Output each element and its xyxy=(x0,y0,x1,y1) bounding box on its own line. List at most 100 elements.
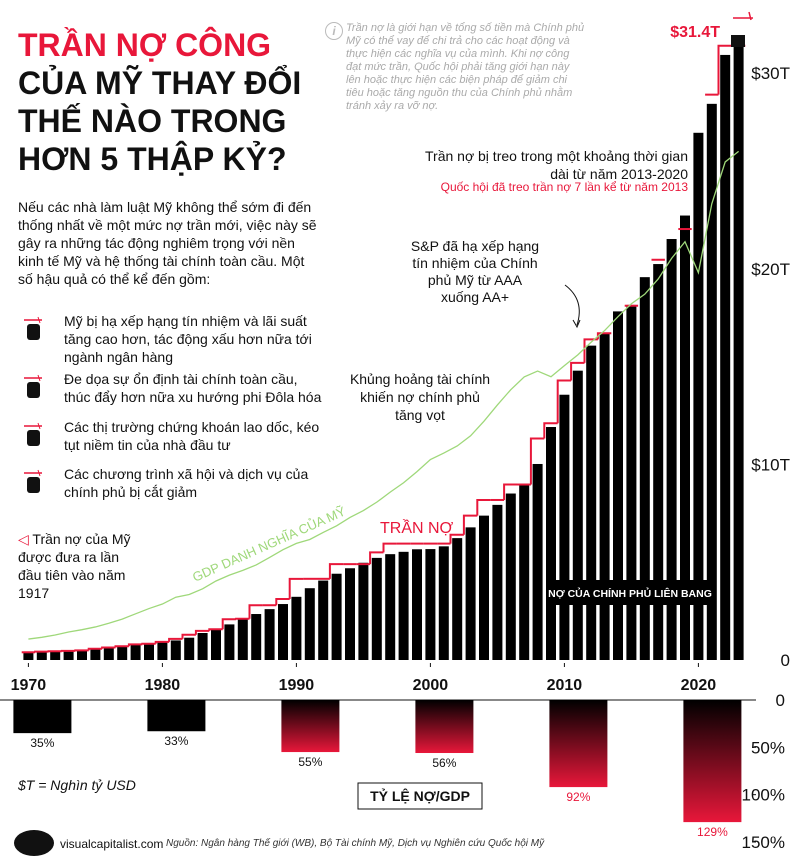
fist xyxy=(24,316,42,340)
ceiling-step xyxy=(556,379,572,424)
ceiling-step xyxy=(168,637,183,642)
debt-bar xyxy=(157,642,168,660)
info-icon: i xyxy=(325,22,343,40)
ceiling-step xyxy=(288,577,304,599)
debt-bar xyxy=(251,614,262,660)
ceiling-step xyxy=(275,597,290,606)
debt-bar xyxy=(170,640,181,660)
ceiling-step xyxy=(208,628,223,631)
ceiling-step xyxy=(101,646,116,649)
debt-bar xyxy=(358,562,369,660)
y-tick-label: $10T xyxy=(751,455,790,474)
debt-bar xyxy=(519,483,530,660)
debt-bar xyxy=(117,646,128,660)
ceiling-step xyxy=(127,643,143,647)
ceiling-step xyxy=(382,542,397,553)
ceiling-step xyxy=(717,44,732,95)
debt-bar xyxy=(36,651,47,660)
debt-bar xyxy=(184,637,195,660)
ceiling-label: TRẦN NỢ xyxy=(380,518,454,537)
ratio-bar xyxy=(281,700,340,753)
y-tick-label: $20T xyxy=(751,260,790,279)
debt-bar xyxy=(653,264,664,660)
debt-bar xyxy=(572,370,583,660)
title: TRẦN NỢ CÔNG CỦA MỸ THAY ĐỔI THẾ NÀO TRO… xyxy=(18,26,301,178)
consequence: Đe dọa sự ổn định tài chính toàn cầu, th… xyxy=(64,371,322,405)
downgrade-arrow xyxy=(564,284,580,326)
debt-bar xyxy=(211,629,221,660)
y-tick-label: 150% xyxy=(742,833,785,852)
debt-bar xyxy=(586,345,597,660)
ratio-bar xyxy=(13,700,72,734)
ceiling-step xyxy=(449,533,464,544)
title-line: CỦA MỸ THAY ĐỔI xyxy=(18,65,302,101)
debt-bar xyxy=(385,554,396,660)
debt-bar xyxy=(693,132,704,660)
debt-bar xyxy=(666,239,677,660)
ceiling-step xyxy=(248,604,263,619)
debt-bar xyxy=(278,604,288,660)
debt-bar xyxy=(291,596,302,660)
peak-label: $31.4T xyxy=(670,24,720,41)
first-ceiling: ◁ Trần nợ của Mỹ được đưa ra lần đầu tiê… xyxy=(18,531,131,601)
ceiling-step xyxy=(529,437,545,485)
debt-bar xyxy=(479,515,489,660)
title-line: HƠN 5 THẬP KỶ? xyxy=(18,141,287,177)
debt-bar xyxy=(639,277,650,660)
ratio-bar xyxy=(415,700,474,754)
debt-bar xyxy=(23,652,34,660)
debt-bar xyxy=(398,551,409,660)
first-ceiling-text: Trần nợ của Mỹ được đưa ra lần đầu tiên … xyxy=(18,531,131,601)
debt-bar xyxy=(599,332,610,660)
debt-bar xyxy=(613,311,623,660)
brand: visualcapitalist.com xyxy=(60,837,164,851)
debt-bar xyxy=(532,463,543,660)
x-tick-label: 1980 xyxy=(145,677,181,694)
debt-bar xyxy=(63,650,74,660)
ceiling-step xyxy=(87,647,103,651)
fist xyxy=(24,422,42,446)
debt-bar xyxy=(130,644,141,660)
ceiling-step xyxy=(596,332,612,340)
gdp-line xyxy=(28,150,740,640)
annotation-downgrade: S&P đã hạ xếp hạng tín nhiệm của Chính p… xyxy=(410,238,540,305)
ceiling-step xyxy=(181,633,196,639)
fist-icon xyxy=(18,374,44,400)
peak-fist xyxy=(731,35,745,47)
ceiling-step xyxy=(570,361,585,381)
debt-bar xyxy=(224,624,235,660)
debt-bar xyxy=(706,103,717,660)
ceiling-step xyxy=(34,650,49,653)
ceiling-step xyxy=(154,640,170,644)
ceiling-step xyxy=(369,551,384,565)
x-tick-label: 1990 xyxy=(279,677,315,694)
fist xyxy=(24,374,42,398)
debt-bar xyxy=(144,643,154,660)
debt-bar xyxy=(412,549,422,660)
value-label: 92% xyxy=(566,790,590,804)
source: Nguồn: Ngân hàng Thế giới (WB), Bộ Tài c… xyxy=(166,838,545,849)
ceiling-step xyxy=(328,563,344,579)
debt-bar xyxy=(197,633,208,660)
y-tick-label: $30T xyxy=(751,64,790,83)
fist xyxy=(24,469,42,493)
y-tick-label: 100% xyxy=(742,786,785,805)
intro: Nếu các nhà làm luật Mỹ không thể sớm đi… xyxy=(18,199,317,287)
ceiling-step xyxy=(194,629,210,635)
debt-bar xyxy=(264,609,275,660)
debt-bar xyxy=(626,304,637,660)
value-label: 129% xyxy=(697,825,728,839)
fist-icon xyxy=(18,469,44,495)
x-tick-label: 1970 xyxy=(11,677,47,694)
debt-bar xyxy=(720,54,731,660)
value-label: 33% xyxy=(164,734,188,748)
x-tick-label: 2010 xyxy=(547,677,583,694)
consequence: Các thị trường chứng khoán lao dốc, kéo … xyxy=(64,419,320,453)
consequence: Các chương trình xã hội và dịch vụ của c… xyxy=(64,466,309,500)
debt-bar xyxy=(452,538,463,660)
title-line: TRẦN NỢ CÔNG xyxy=(18,27,272,63)
ratio-bar xyxy=(147,700,206,732)
annotation-crisis: Khủng hoảng tài chính khiến nợ chính phủ… xyxy=(349,371,491,423)
ceiling-step xyxy=(235,617,250,620)
